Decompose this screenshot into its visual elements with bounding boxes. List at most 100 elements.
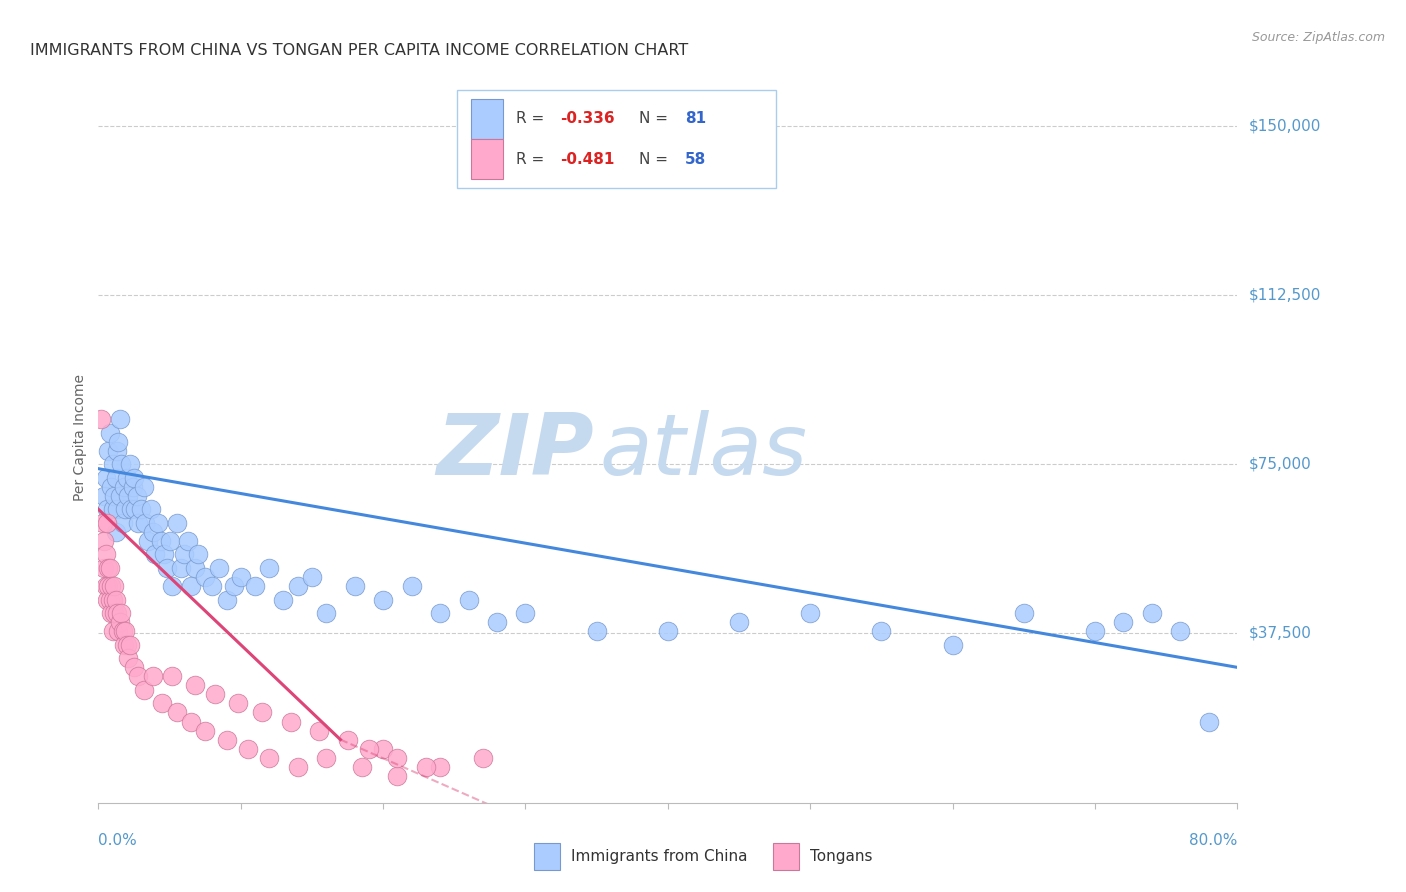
Point [1170,624,1192,639]
Point [159,533,181,548]
Point [101,457,124,471]
Point [129,502,152,516]
Point [387,769,409,783]
Text: $37,500: $37,500 [1249,626,1312,641]
Point [98,425,121,440]
Text: N =: N = [640,152,673,167]
Point [124,502,146,516]
Point [136,533,159,548]
Point [373,741,395,756]
Point [145,548,167,562]
Point [156,561,179,575]
Point [728,615,751,630]
Point [132,682,155,697]
Point [108,412,131,426]
Text: ZIP: ZIP [436,410,593,493]
Point [1112,615,1135,630]
Text: -0.336: -0.336 [560,112,614,127]
Point [259,750,281,764]
Point [229,570,252,584]
Point [110,457,132,471]
Point [105,502,128,516]
Point [96,502,118,516]
Point [194,570,217,584]
Point [127,669,149,683]
Point [105,443,128,458]
Point [301,570,323,584]
Point [415,760,437,774]
Point [215,732,238,747]
Point [162,669,184,683]
Point [111,624,134,639]
Point [98,592,121,607]
Point [373,592,395,607]
Point [103,606,125,620]
Point [103,489,125,503]
Point [308,723,330,738]
Point [222,579,245,593]
Point [120,502,142,516]
Point [101,592,124,607]
Y-axis label: Per Capita Income: Per Capita Income [73,374,87,500]
Point [93,561,115,575]
Text: 58: 58 [685,152,706,167]
Point [280,714,302,729]
Point [105,606,128,620]
Point [343,579,366,593]
Point [108,489,131,503]
Text: 0.0%: 0.0% [98,833,138,848]
Point [97,579,120,593]
Point [108,615,131,630]
Point [177,533,200,548]
Point [585,624,607,639]
Point [104,471,127,485]
Point [115,471,138,485]
Text: R =: R = [516,152,550,167]
Point [101,624,124,639]
Point [127,516,149,530]
Point [103,579,125,593]
Point [115,638,138,652]
Point [93,489,115,503]
Point [141,669,163,683]
Point [184,561,207,575]
Point [429,606,451,620]
Point [150,533,173,548]
Point [226,697,249,711]
Point [132,480,155,494]
Point [121,480,143,494]
FancyBboxPatch shape [457,90,776,188]
Point [429,760,451,774]
Point [100,579,122,593]
Point [94,548,117,562]
Point [122,471,145,485]
Point [97,561,120,575]
Point [148,516,170,530]
Point [94,471,117,485]
Text: $150,000: $150,000 [1249,118,1320,133]
Point [112,480,135,494]
Point [236,741,259,756]
Text: $75,000: $75,000 [1249,457,1312,472]
Point [799,606,821,620]
Point [91,516,114,530]
Point [259,561,281,575]
Point [1198,714,1220,729]
Point [357,741,380,756]
Text: Source: ZipAtlas.com: Source: ZipAtlas.com [1251,31,1385,45]
Point [243,579,266,593]
Point [942,638,965,652]
Point [134,516,156,530]
Point [139,502,162,516]
Point [870,624,893,639]
Point [104,524,127,539]
Point [153,548,176,562]
Text: Immigrants from China: Immigrants from China [571,849,748,863]
Point [114,502,136,516]
Text: 81: 81 [685,112,706,127]
Point [204,688,226,702]
Point [1012,606,1035,620]
Point [122,660,145,674]
Point [401,579,423,593]
Point [657,624,679,639]
